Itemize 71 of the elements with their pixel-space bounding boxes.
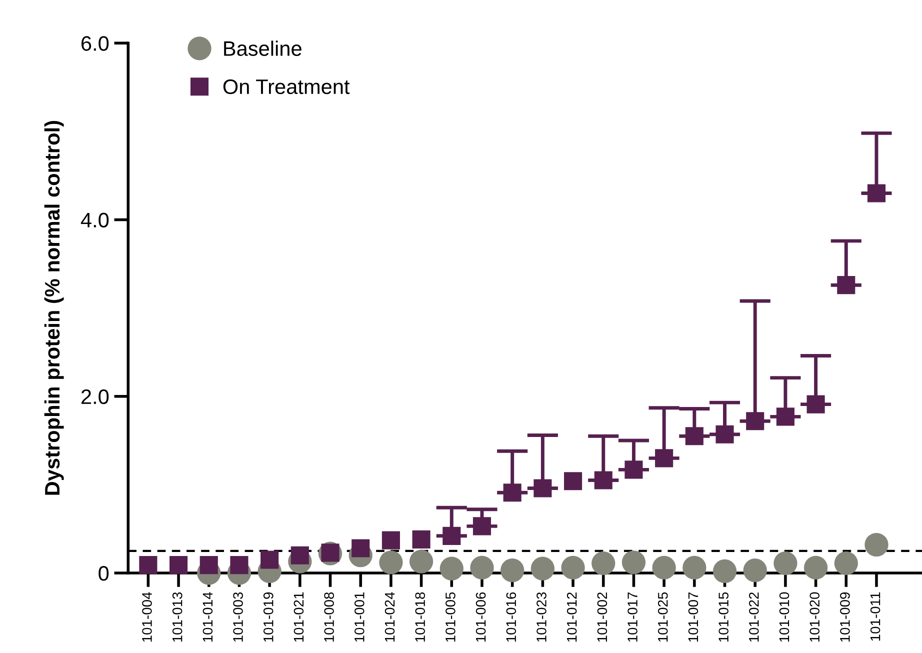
x-tick-label: 101-019	[263, 592, 274, 642]
x-tick-label: 101-011	[870, 592, 880, 641]
point	[746, 412, 764, 430]
x-tick-label: 101-003	[233, 592, 243, 642]
point	[139, 556, 158, 574]
x-tick-label: 101-020	[810, 592, 820, 642]
point	[412, 530, 430, 548]
x-tick-label: 101-015	[718, 592, 728, 642]
point	[503, 484, 522, 502]
point	[442, 526, 461, 545]
y-axis-title: Dystrophin protein (% normal control)	[44, 121, 64, 495]
point	[837, 276, 856, 294]
point	[712, 559, 737, 584]
point	[472, 517, 492, 536]
x-tick-label: 101-007	[688, 592, 698, 642]
point	[776, 408, 794, 426]
x-tick-label: 101-025	[658, 592, 668, 642]
point	[440, 556, 464, 580]
point	[409, 550, 434, 574]
point	[624, 460, 643, 479]
x-tick-label: 101-006	[476, 592, 486, 642]
point	[470, 556, 494, 580]
y-tick-label: 2.0	[82, 389, 109, 404]
x-tick-label: 101-002	[597, 592, 608, 642]
point	[564, 472, 582, 490]
x-tick-label: 101-016	[506, 592, 516, 642]
point	[200, 556, 218, 574]
point	[379, 550, 403, 574]
point	[594, 471, 612, 490]
point	[622, 550, 646, 574]
point	[534, 479, 552, 498]
point	[260, 550, 279, 569]
point	[500, 558, 524, 582]
point	[804, 556, 828, 580]
point	[170, 556, 188, 574]
x-tick-label: 101-014	[202, 592, 213, 642]
point	[230, 556, 248, 574]
x-tick-label: 101-021	[294, 592, 304, 642]
point	[685, 427, 704, 446]
y-tick-label: 6.0	[82, 36, 109, 51]
point	[652, 556, 676, 580]
point	[382, 531, 400, 550]
point	[682, 556, 706, 580]
x-tick-label: 101-010	[779, 592, 790, 642]
point	[655, 449, 674, 468]
point	[716, 425, 734, 444]
x-tick-label: 101-004	[142, 592, 152, 642]
x-tick-label: 101-008	[324, 592, 334, 642]
y-tick-label: 4.0	[80, 212, 109, 228]
point	[864, 532, 888, 557]
point	[561, 556, 585, 580]
x-tick-label: 101-017	[628, 592, 638, 642]
x-tick-label: 101-009	[840, 592, 850, 642]
legend-label: Baseline	[224, 40, 302, 56]
legend-label: On Treatment	[223, 79, 350, 94]
point	[743, 558, 767, 582]
point	[806, 395, 825, 414]
x-tick-label: 101-001	[354, 592, 364, 642]
point	[592, 551, 616, 576]
x-tick-label: 101-023	[536, 592, 546, 642]
x-tick-label: 101-024	[384, 592, 395, 642]
x-tick-label: 101-012	[566, 592, 577, 642]
x-tick-label: 101-005	[446, 592, 456, 642]
x-tick-label: 101-022	[748, 592, 759, 642]
x-tick-label: 101-018	[415, 592, 426, 642]
point	[530, 556, 554, 580]
point	[867, 184, 886, 202]
x-tick-label: 101-013	[172, 592, 182, 642]
point	[774, 551, 798, 576]
y-tick-label: 0	[98, 566, 109, 581]
point	[834, 551, 858, 576]
